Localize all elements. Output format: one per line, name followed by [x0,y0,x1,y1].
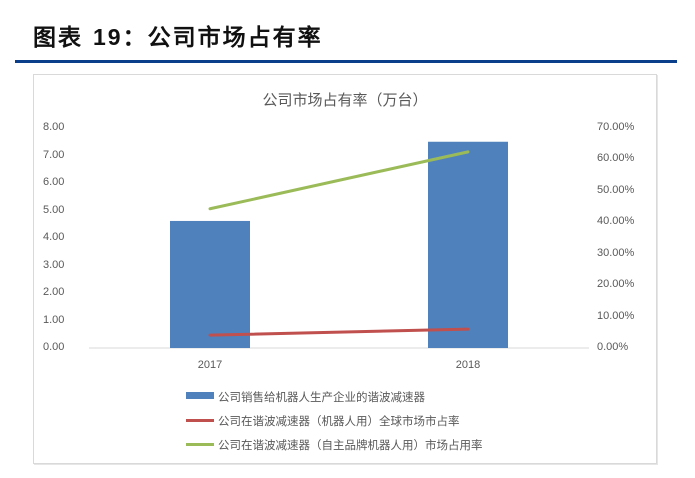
left-axis-tick: 8.00 [43,121,65,133]
line [208,327,470,337]
legend-label: 公司在谐波减速器（自主品牌机器人用）市场占用率 [218,438,483,452]
legend-label: 公司销售给机器人生产企业的谐波减速器 [218,390,425,404]
legend-swatch-bar [186,392,214,399]
left-axis-tick: 1.00 [43,313,65,326]
right-axis-tick: 50.00% [597,183,635,196]
figure-title: 图表 19：公司市场占有率 [33,18,323,52]
right-axis-tick: 30.00% [597,246,635,259]
right-axis-tick: 0.00% [597,341,629,353]
figure-label: 图表 [33,25,83,51]
bar [170,220,250,348]
line-series [208,150,470,337]
bar [428,141,508,348]
x-axis-tick: 2018 [455,359,481,371]
figure-title-text: 公司市场占有率 [147,25,323,51]
left-axis-tick: 2.00 [43,286,65,298]
line [208,150,470,211]
x-axis-tick: 2017 [197,359,223,371]
title-rule [15,60,677,63]
chart-title: 公司市场占有率（万台） [262,91,428,109]
plot-area [89,141,589,349]
left-axis-tick: 6.00 [43,176,65,188]
legend-label: 公司在谐波减速器（机器人用）全球市场市占率 [218,414,460,428]
right-axis-tick: 70.00% [597,121,635,133]
right-axis-tick: 40.00% [597,215,635,228]
figure-number: 19 [93,24,123,50]
left-axis-tick: 4.00 [43,231,65,243]
left-axis-tick: 0.00 [43,341,65,353]
left-axis-tick: 7.00 [43,148,65,161]
right-axis-tick: 20.00% [597,278,635,291]
figure-separator: ： [122,25,148,51]
bar-series [170,141,508,348]
left-axis-tick: 5.00 [43,203,65,216]
right-axis-tick: 60.00% [597,152,635,165]
right-axis-tick: 10.00% [597,309,635,322]
left-axis-tick: 3.00 [43,258,65,271]
legend-swatch-green-line [186,443,214,446]
chart-container: 公司市场占有率（万台） 0.00 1.00 2.00 3.00 4.00 5.00 6.00… [33,74,657,464]
legend-swatch-red-line [186,419,214,422]
